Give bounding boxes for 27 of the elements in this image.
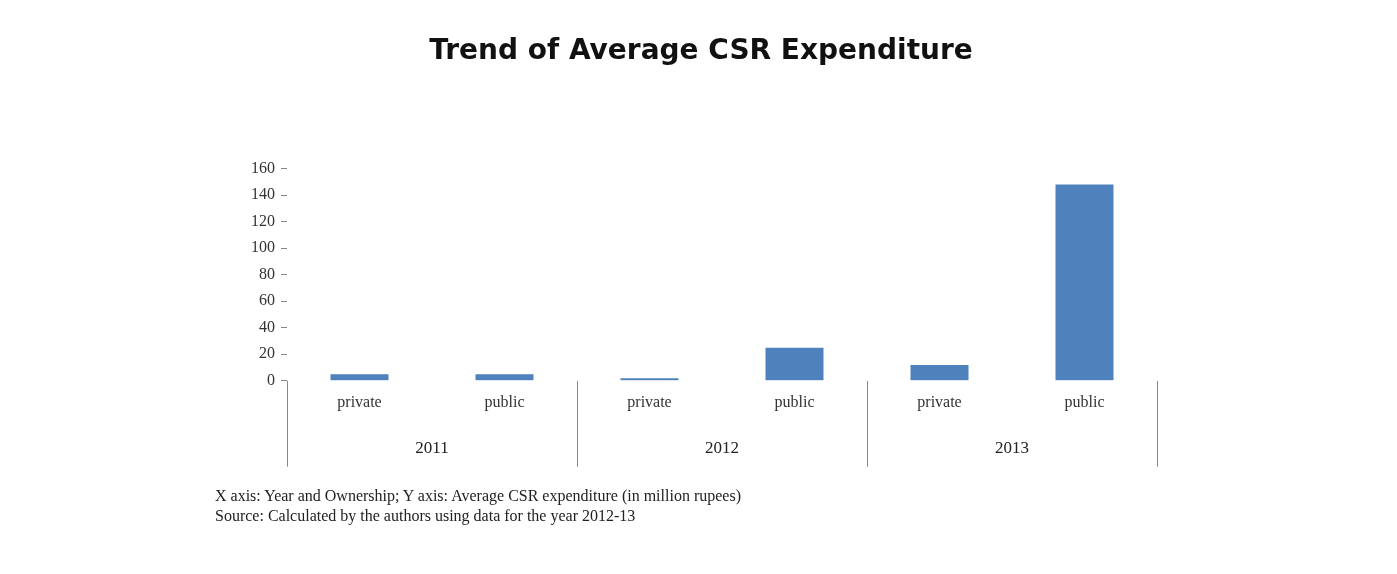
y-tick-label: 0	[267, 371, 275, 388]
chart-title: Trend of Average CSR Expenditure	[429, 33, 973, 67]
x-tick-label: private	[917, 392, 962, 411]
text: 2012	[705, 437, 739, 457]
y-tick-label: 20	[259, 344, 275, 362]
bar	[330, 374, 389, 381]
x-tick-label: public	[774, 392, 815, 411]
text: X axis: Year and Ownership; Y axis: Average CSR expenditure (in million rupees)	[215, 487, 741, 505]
y-tick-label: 100	[251, 238, 275, 256]
x-tick-label: private	[337, 392, 382, 411]
bar	[1055, 184, 1114, 381]
text: 2011	[415, 437, 449, 457]
y-tick-label: 80	[259, 264, 275, 282]
bar	[475, 374, 534, 381]
y-tick-label: 40	[259, 317, 275, 335]
y-tick-label: 160	[251, 158, 275, 176]
y-tick-label: 120	[251, 211, 275, 229]
y-tick-label: 60	[259, 291, 275, 309]
bar	[620, 378, 679, 381]
x-tick-label: private	[627, 392, 672, 411]
source-note: Source: Calculated by the authors using data for the year 2012-13	[215, 507, 636, 525]
bar	[910, 364, 969, 381]
x-tick-label: public	[484, 392, 525, 411]
y-tick-label: 140	[251, 185, 275, 203]
text: 2013	[995, 437, 1029, 457]
bar	[765, 347, 824, 381]
x-tick-label: public	[1064, 392, 1105, 411]
